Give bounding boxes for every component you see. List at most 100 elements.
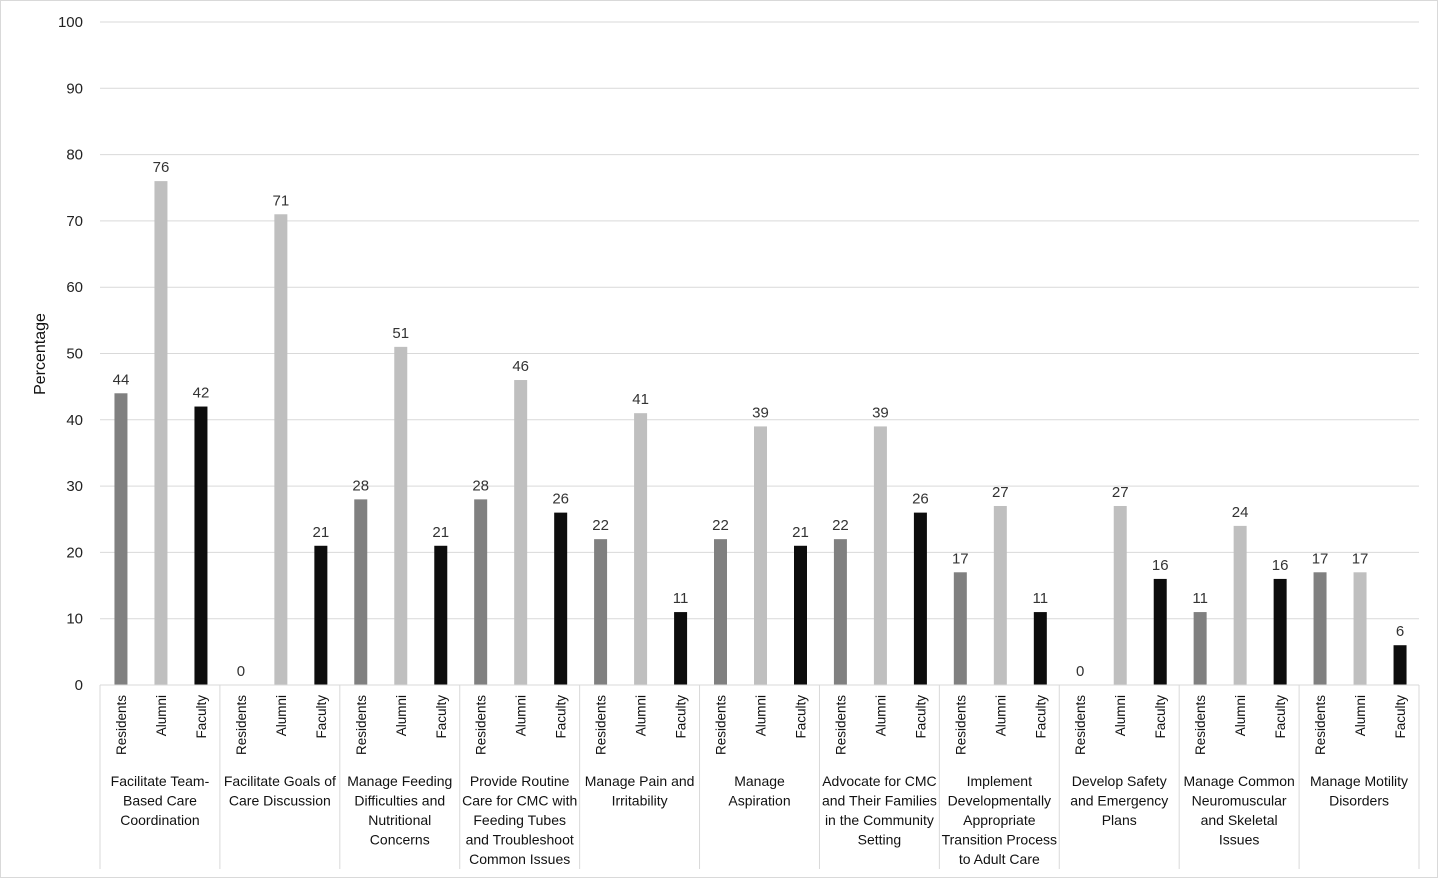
data-label: 16: [1152, 557, 1169, 574]
bar-faculty: [1393, 645, 1407, 685]
bar-alumni: [634, 413, 648, 685]
series-tick-label: Residents: [1073, 695, 1088, 755]
y-axis-title: Percentage: [32, 313, 49, 395]
category-label: Manage Motility Disorders: [1310, 773, 1408, 809]
series-tick-label: Faculty: [794, 695, 809, 739]
series-tick-label: Alumni: [754, 695, 769, 736]
series-tick-label: Alumni: [514, 695, 529, 736]
bar-alumni: [873, 426, 887, 685]
series-tick-label: Alumni: [1233, 695, 1248, 736]
data-label: 22: [832, 517, 849, 534]
data-label: 11: [1033, 590, 1049, 607]
series-tick-label: Faculty: [1033, 695, 1048, 739]
y-tick-label: 80: [66, 147, 83, 164]
series-tick-label: Residents: [1313, 695, 1328, 755]
bar-alumni: [154, 181, 168, 685]
series-tick-label: Faculty: [674, 695, 689, 739]
category-label: Manage Aspiration: [728, 773, 790, 809]
y-tick-label: 70: [66, 213, 83, 230]
bar-residents: [594, 539, 608, 685]
series-tick-label: Alumni: [394, 695, 409, 736]
data-label: 21: [792, 524, 809, 541]
data-label: 11: [1192, 590, 1208, 607]
bar-residents: [1193, 612, 1207, 685]
series-tick-label: Residents: [114, 695, 129, 755]
bar-alumni: [1113, 505, 1127, 685]
bar-residents: [833, 539, 847, 685]
y-tick-label: 0: [75, 677, 83, 694]
data-label: 17: [1312, 550, 1329, 567]
series-tick-label: Alumni: [1353, 695, 1368, 736]
series-tick-label: Residents: [354, 695, 369, 755]
bar-faculty: [794, 545, 807, 685]
data-label: 46: [512, 358, 529, 375]
bar-alumni: [274, 214, 288, 685]
series-tick-label: Faculty: [913, 695, 928, 739]
category-label: Provide Routine Care for CMC with Feeding …: [462, 773, 577, 867]
series-tick-label: Alumni: [154, 695, 169, 736]
series-tick-label: Faculty: [1153, 695, 1168, 739]
data-label: 24: [1232, 504, 1249, 521]
data-label: 0: [1076, 663, 1084, 680]
data-label: 28: [472, 477, 489, 494]
data-label: 21: [313, 524, 330, 541]
bar-faculty: [1153, 578, 1167, 685]
data-labels: 44 0 28 28 22 22 22 17 0 11 17 76 71 51 46 41 39 39 27 27 24…: [113, 159, 1405, 680]
data-label: 28: [352, 477, 369, 494]
bar-residents: [1313, 572, 1327, 685]
y-tick-label: 100: [58, 14, 83, 31]
data-label: 51: [392, 325, 409, 342]
data-label: 42: [193, 385, 210, 402]
series-tick-label: Residents: [474, 695, 489, 755]
bar-alumni: [754, 426, 767, 685]
bar-alumni: [514, 380, 528, 685]
series-tick-label: Faculty: [314, 695, 329, 739]
data-label: 27: [992, 484, 1009, 501]
data-label: 27: [1112, 484, 1129, 501]
data-label: 71: [273, 192, 290, 209]
data-label: 76: [153, 159, 170, 176]
bar-alumni: [394, 346, 408, 685]
y-tick-label: 10: [66, 611, 83, 628]
series-tick-label: Alumni: [634, 695, 649, 736]
y-tick-label: 50: [66, 346, 83, 363]
series-tick-label: Alumni: [873, 695, 888, 736]
data-label: 0: [237, 663, 245, 680]
category-label: Develop Safety and Emergency Plans: [1070, 773, 1168, 828]
bar-alumni: [1353, 572, 1367, 685]
data-label: 17: [1352, 550, 1369, 567]
series-tick-label: Alumni: [274, 695, 289, 736]
series-tick-label: Faculty: [1393, 695, 1408, 739]
series-tick-label: Faculty: [554, 695, 569, 739]
bar-faculty: [554, 512, 568, 685]
category-label: Facilitate Goals of Care Discussion: [224, 773, 336, 809]
y-axis-ticks: 0 10 20 30 40 50 60 70 80 90 100: [58, 14, 83, 694]
y-tick-label: 30: [66, 478, 83, 495]
bar-residents: [714, 539, 727, 685]
data-label: 22: [712, 517, 729, 534]
data-label: 17: [952, 550, 969, 567]
bar-residents: [474, 499, 488, 685]
data-label: 6: [1396, 623, 1404, 640]
bar-faculty: [194, 406, 208, 685]
series-tick-label: Faculty: [1273, 695, 1288, 739]
data-label: 16: [1272, 557, 1289, 574]
series-tick-label: Residents: [234, 695, 249, 755]
data-label: 21: [432, 524, 449, 541]
bar-faculty: [1033, 612, 1047, 685]
series-tick-label: Residents: [1193, 695, 1208, 755]
category-label: Manage Common Neuromuscular and Skeletal Is…: [1183, 773, 1294, 848]
data-label: 39: [872, 404, 889, 421]
bar-faculty: [913, 512, 927, 685]
bar-alumni: [993, 505, 1007, 685]
data-label: 41: [632, 391, 649, 408]
y-tick-label: 90: [66, 80, 83, 97]
data-label: 26: [552, 491, 569, 508]
data-label: 11: [673, 590, 689, 607]
series-tick-label: Residents: [833, 695, 848, 755]
x-axis: Residents Alumni Faculty Facilitate Team-Ba…: [99, 684, 1420, 869]
category-label: Manage Feeding Difficulties and Nutritiona…: [347, 773, 452, 848]
series-tick-label: Alumni: [993, 695, 1008, 736]
